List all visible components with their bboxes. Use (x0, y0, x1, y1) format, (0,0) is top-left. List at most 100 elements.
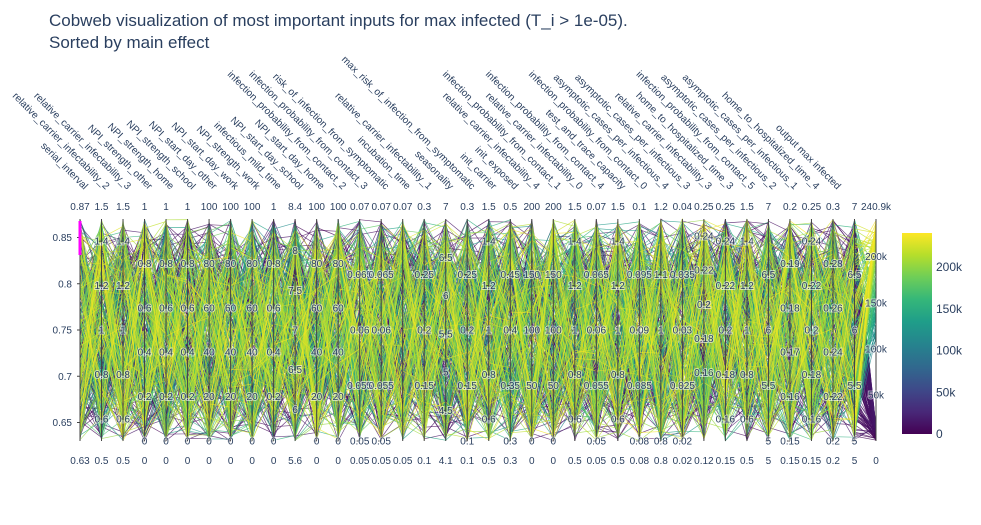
axis-tick-label: 40 (333, 348, 345, 359)
axis-range-min: 5 (852, 456, 858, 467)
axis-tick-label: 0.4 (159, 348, 173, 359)
axis-tick-label: 50 (548, 381, 560, 392)
axis-37[interactable]: 240.9k 0 50k 100k 150k 200k (861, 202, 892, 467)
sample-polyline (79, 227, 877, 424)
axis-tick-label: 60 (225, 303, 237, 314)
sample-polyline (79, 219, 877, 431)
axis-range-max: 7 (443, 202, 449, 213)
axis-tick-label: 0.8 (181, 259, 195, 270)
colorbar-tick-label: 150k (936, 302, 963, 316)
axis-tick-label: 0.6 (611, 414, 625, 425)
axis-tick-label: 0.26 (823, 303, 843, 314)
axis-range-max: 1.2 (654, 202, 668, 213)
axis-tick-label: 0.035 (670, 270, 695, 281)
chart-title-line-1: Cobweb visualization of most important i… (49, 11, 628, 30)
axis-tick-label: 0.45 (501, 270, 521, 281)
axis-range-max: 0.2 (783, 202, 797, 213)
axis-tick-label: 0.06 (350, 326, 370, 337)
axis-range-min: 0 (206, 456, 212, 467)
axis-tick-label: 0 (551, 437, 557, 448)
axis-tick-label: 0.8 (116, 370, 130, 381)
axis-tick-label: 0.18 (716, 370, 736, 381)
axis-tick-label: 0.8 (95, 370, 109, 381)
axis-range-min: 0.63 (70, 456, 90, 467)
axis-tick-label: 0.65 (53, 418, 73, 429)
axis-range-max: 1 (271, 202, 277, 213)
axis-tick-label: 0.17 (780, 348, 800, 359)
axis-tick-label: 1.1 (654, 270, 668, 281)
axis-tick-label: 0.065 (369, 270, 394, 281)
axis-range-min: 0 (529, 456, 535, 467)
axis-tick-label: 0.19 (780, 259, 800, 270)
axis-brush-handle[interactable] (78, 221, 82, 255)
axis-tick-label: 20 (311, 392, 323, 403)
axis-tick-label: 0 (206, 437, 212, 448)
axis-tick-label: 0.02 (673, 437, 693, 448)
axis-tick-label: 0.25 (414, 270, 434, 281)
axis-tick-label: 0 (185, 437, 191, 448)
colorbar-tick-label: 200k (936, 260, 963, 274)
axis-tick-label: 0.8 (611, 370, 625, 381)
axis-tick-label: 0.18 (780, 303, 800, 314)
axis-tick-label: 4.5 (439, 406, 453, 417)
axis-tick-label: 0.6 (267, 303, 281, 314)
axis-range-max: 0.1 (632, 202, 646, 213)
axis-range-min: 0.2 (826, 456, 840, 467)
axis-tick-label: 7 (292, 326, 298, 337)
sample-polyline (79, 226, 877, 439)
axis-range-max: 1.5 (95, 202, 109, 213)
axis-tick-label: 0.15 (414, 381, 434, 392)
axis-tick-label: 1.2 (611, 281, 625, 292)
axis-tick-label: 1.4 (611, 237, 625, 248)
axis-tick-label: 0 (163, 437, 169, 448)
axis-tick-label: 80 (204, 259, 216, 270)
axis-tick-label: 0.2 (267, 392, 281, 403)
axis-tick-label: 0.8 (482, 370, 496, 381)
sample-polyline (79, 222, 877, 441)
sample-polyline (79, 220, 877, 436)
axis-tick-label: 0.2 (697, 300, 711, 311)
axis-range-min: 0.5 (611, 456, 625, 467)
axis-range-max: 0.07 (393, 202, 413, 213)
axis-36[interactable]: 7 5 5 5.5 6 6.5 (847, 202, 863, 467)
axis-tick-label: 1 (744, 326, 750, 337)
axis-tick-label: 5 (852, 437, 858, 448)
axis-tick-label: 0 (529, 437, 535, 448)
axis-range-min: 0.5 (482, 456, 496, 467)
axis-tick-label: 0.2 (805, 326, 819, 337)
axis-tick-label: 1.2 (740, 281, 754, 292)
axis-tick-label: 80 (311, 259, 323, 270)
axis-range-max: 0.04 (673, 202, 693, 213)
axis-range-max: 7 (852, 202, 858, 213)
axis-tick-label: 0.09 (630, 326, 650, 337)
axis-range-min: 0.8 (654, 456, 668, 467)
axis-tick-label: 40 (311, 348, 323, 359)
axis-tick-label: 1 (615, 326, 621, 337)
axis-range-max: 1.5 (568, 202, 582, 213)
axis-range-min: 0 (163, 456, 169, 467)
axis-range-min: 0.5 (740, 456, 754, 467)
axis-tick-label: 0.8 (267, 259, 281, 270)
axis-range-min: 0 (228, 456, 234, 467)
axis-tick-label: 0.055 (584, 381, 609, 392)
axes-layer: serial_interval0.870.630.650.70.750.80.8… (10, 54, 892, 467)
axis-tick-label: 1.4 (95, 237, 109, 248)
axis-tick-label: 100 (523, 326, 540, 337)
colorbar: 0 50k 100k 150k 200k (902, 233, 963, 441)
axis-tick-label: 1.2 (482, 281, 496, 292)
axis-tick-label: 0.06 (587, 326, 607, 337)
axis-tick-label: 0.6 (181, 303, 195, 314)
axis-range-min: 0.05 (393, 456, 413, 467)
axis-tick-label: 1.4 (482, 237, 496, 248)
axis-tick-label: 80 (247, 259, 259, 270)
axis-range-min: 0 (551, 456, 557, 467)
axis-tick-label: 0.22 (823, 392, 843, 403)
axis-tick-label: 0.7 (58, 372, 72, 383)
axis-tick-label: 0 (335, 437, 341, 448)
axis-range-max: 100 (201, 202, 218, 213)
axis-tick-label: 5.5 (439, 329, 453, 340)
sample-polyline (79, 217, 877, 437)
axis-tick-label: 40 (247, 348, 259, 359)
axis-tick-label: 1.2 (568, 281, 582, 292)
axis-range-max: 0.07 (371, 202, 391, 213)
